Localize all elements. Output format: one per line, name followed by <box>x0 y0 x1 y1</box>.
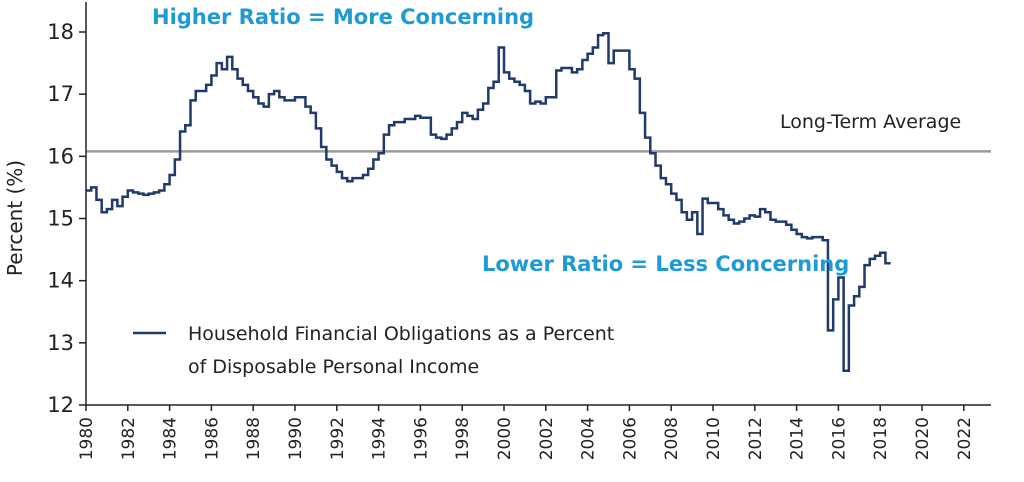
x-tick-label: 2014 <box>788 417 808 460</box>
x-tick-label: 2000 <box>495 417 515 460</box>
annotation-lower-ratio: Lower Ratio = Less Concerning <box>482 252 849 276</box>
x-tick-label: 1984 <box>161 417 181 460</box>
series-line-household-financial-obligations <box>86 31 891 373</box>
x-tick-label: 1982 <box>119 417 139 460</box>
y-axis-label: Percent (%) <box>3 160 27 276</box>
x-tick-label: 2010 <box>704 417 724 460</box>
y-tick-label: 17 <box>47 82 74 106</box>
annotation-long-term-average: Long-Term Average <box>780 111 961 133</box>
x-tick-label: 1992 <box>328 417 348 460</box>
x-tick-label: 2008 <box>662 417 682 460</box>
x-tick-label: 1986 <box>202 417 222 460</box>
x-tick-label: 2006 <box>620 417 640 460</box>
x-tick-label: 1994 <box>370 417 390 460</box>
y-tick-label: 18 <box>47 20 74 44</box>
x-tick-label: 1990 <box>286 417 306 460</box>
x-tick-label: 2002 <box>537 417 557 460</box>
x-tick-label: 2016 <box>829 417 849 460</box>
y-tick-label: 16 <box>47 144 74 168</box>
x-tick-label: 1996 <box>411 417 431 460</box>
x-tick-label: 1998 <box>453 417 473 460</box>
y-tick-label: 12 <box>47 393 74 417</box>
y-tick-label: 14 <box>47 269 74 293</box>
x-tick-label: 1980 <box>77 417 97 460</box>
y-tick-label: 13 <box>47 331 74 355</box>
x-tick-label: 2018 <box>871 417 891 460</box>
x-tick-label: 2004 <box>579 417 599 460</box>
y-tick-label: 15 <box>47 207 74 231</box>
x-tick-label: 2022 <box>955 417 975 460</box>
legend-label-line-1: Household Financial Obligations as a Per… <box>188 323 614 345</box>
x-tick-label: 1988 <box>244 417 264 460</box>
legend: Household Financial Obligations as a Per… <box>133 323 614 378</box>
x-tick-label: 2012 <box>746 417 766 460</box>
annotation-higher-ratio: Higher Ratio = More Concerning <box>152 5 534 29</box>
legend-label-line-2: of Disposable Personal Income <box>188 356 479 378</box>
x-tick-label: 2020 <box>913 417 933 460</box>
